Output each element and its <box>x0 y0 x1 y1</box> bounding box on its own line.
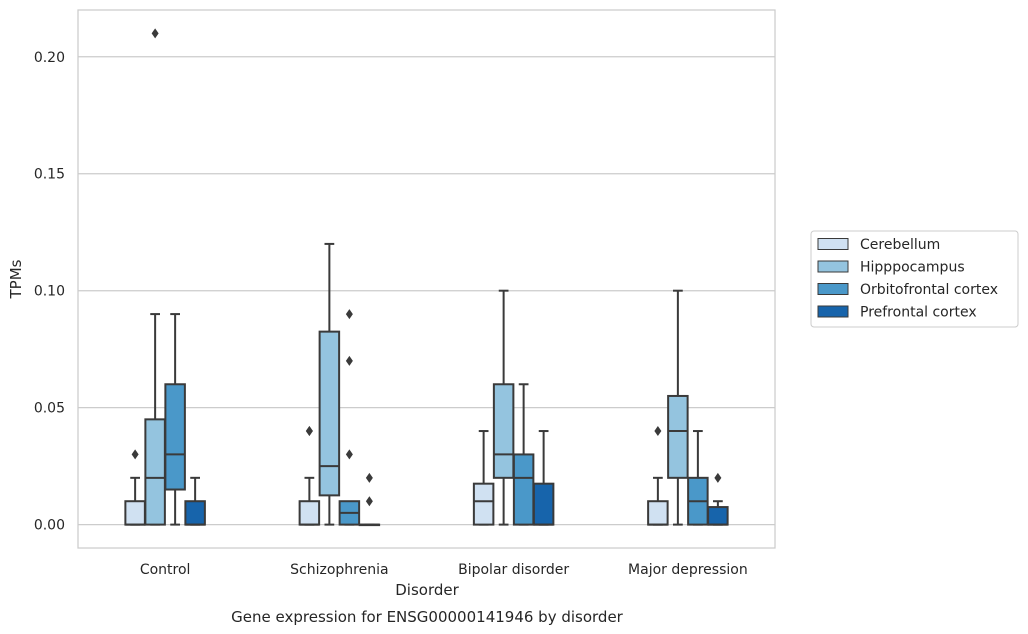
outlier-point <box>305 426 313 437</box>
legend-frame <box>810 230 1019 328</box>
box-hipppocampus <box>144 28 166 526</box>
box-cerebellum <box>647 426 669 526</box>
iqr-box <box>472 482 495 526</box>
box-prefrontal-cortex <box>532 430 555 526</box>
legend-label: Prefrontal cortex <box>860 305 977 321</box>
box-cerebellum <box>124 449 146 526</box>
chart-caption: Gene expression for ENSG00000141946 by d… <box>231 608 624 626</box>
legend-label: Orbitofrontal cortex <box>860 282 998 298</box>
legend-label: Cerebellum <box>860 237 940 253</box>
iqr-box <box>667 394 689 479</box>
iqr-box <box>298 500 321 526</box>
x-tick-label: Major depression <box>628 562 748 578</box>
y-axis-title: TPMs <box>7 259 25 299</box>
box-cerebellum <box>298 426 321 526</box>
outlier-point <box>345 355 353 366</box>
outlier-point <box>714 472 722 483</box>
y-tick-label: 0.00 <box>34 518 65 534</box>
box-cerebellum <box>472 430 495 526</box>
outlier-point <box>345 309 353 320</box>
iqr-box <box>647 500 669 526</box>
box-orbitofrontal-cortex <box>164 313 186 526</box>
outlier-point <box>365 496 373 507</box>
x-tick-label: Schizophrenia <box>290 562 388 578</box>
box-prefrontal-cortex <box>358 472 381 527</box>
iqr-box <box>184 500 206 526</box>
legend-swatch <box>817 283 849 295</box>
y-tick-label: 0.05 <box>34 401 65 417</box>
box-orbitofrontal-cortex <box>687 430 709 526</box>
legend-swatch <box>817 305 849 318</box>
iqr-box <box>164 383 186 491</box>
legend-swatch <box>817 260 849 273</box>
x-tick-labels: Control Schizophrenia Bipolar disorder Majo… <box>140 562 748 578</box>
box-orbitofrontal-cortex <box>512 383 535 526</box>
box-prefrontal-cortex <box>707 472 729 526</box>
iqr-box <box>492 383 515 479</box>
outlier-point <box>131 449 139 460</box>
iqr-box <box>532 482 555 526</box>
y-tick-label: 0.10 <box>34 284 65 300</box>
x-tick-label: Control <box>140 562 191 578</box>
y-tick-label: 0.15 <box>34 167 65 183</box>
outlier-point <box>345 449 353 460</box>
x-tick-label: Bipolar disorder <box>458 562 569 578</box>
box-orbitofrontal-cortex <box>338 309 361 526</box>
plot-area-frame <box>77 9 776 549</box>
iqr-box <box>124 500 146 526</box>
boxes <box>124 28 729 527</box>
iqr-box <box>144 418 166 526</box>
y-tick-labels: 0.00 0.05 0.10 0.15 0.20 <box>34 50 65 534</box>
legend: Cerebellum Hipppocampus Orbitofrontal cort… <box>810 230 1019 328</box>
legend-swatch <box>817 238 849 250</box>
outlier-point <box>151 28 159 39</box>
iqr-box <box>318 330 341 497</box>
x-axis-title: Disorder <box>395 581 459 599</box>
box-hipppocampus <box>318 242 341 526</box>
outlier-point <box>365 472 373 483</box>
legend-label: Hipppocampus <box>860 260 965 276</box>
iqr-box <box>512 453 535 526</box>
iqr-box <box>707 506 729 526</box>
box-hipppocampus <box>667 289 689 526</box>
box-hipppocampus <box>492 289 515 526</box>
box-prefrontal-cortex <box>184 476 206 526</box>
outlier-point <box>654 426 662 437</box>
y-tick-label: 0.20 <box>34 50 65 66</box>
